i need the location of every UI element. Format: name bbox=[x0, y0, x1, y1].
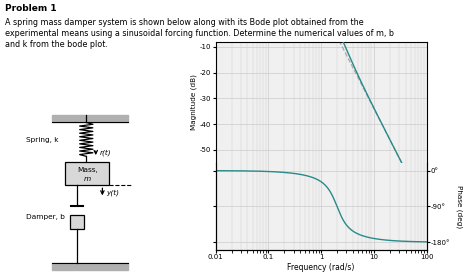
Text: A spring mass damper system is shown below along with its Bode plot obtained fro: A spring mass damper system is shown bel… bbox=[5, 18, 364, 27]
Text: m: m bbox=[83, 176, 91, 182]
Text: experimental means using a sinusoidal forcing function. Determine the numerical : experimental means using a sinusoidal fo… bbox=[5, 29, 394, 38]
Bar bbox=[70, 215, 84, 229]
Text: and k from the bode plot.: and k from the bode plot. bbox=[5, 40, 108, 49]
Text: r(t): r(t) bbox=[100, 150, 111, 157]
Y-axis label: Phase (deg): Phase (deg) bbox=[456, 185, 462, 228]
Text: Damper, b: Damper, b bbox=[26, 214, 64, 220]
Y-axis label: Magnitude (dB): Magnitude (dB) bbox=[191, 74, 197, 130]
Text: Spring, k: Spring, k bbox=[26, 137, 58, 143]
Text: y(t): y(t) bbox=[106, 189, 119, 196]
Bar bbox=[52, 115, 128, 123]
Text: Problem 1: Problem 1 bbox=[5, 4, 56, 13]
X-axis label: Frequency (rad/s): Frequency (rad/s) bbox=[287, 263, 355, 272]
Text: Mass,: Mass, bbox=[77, 167, 98, 173]
Bar bbox=[65, 162, 109, 185]
Bar bbox=[52, 263, 128, 270]
